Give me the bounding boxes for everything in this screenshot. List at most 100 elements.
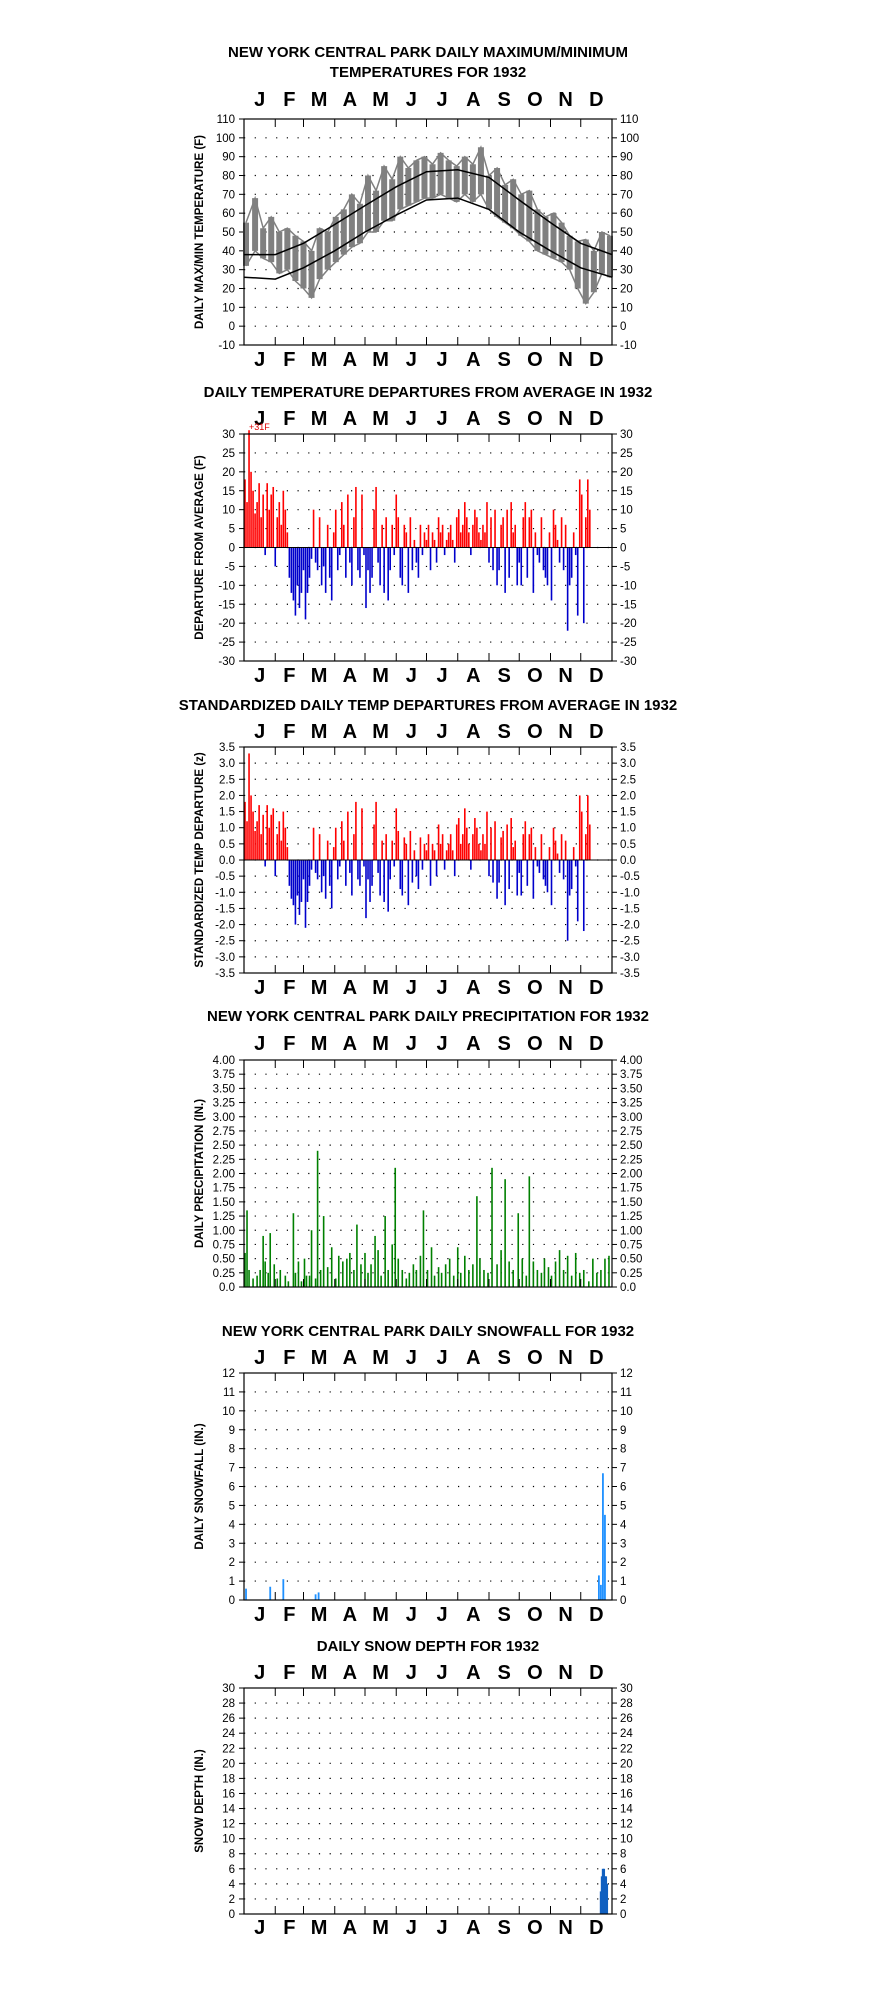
plot-frame [243,1687,613,1915]
bar [298,547,301,609]
bar [244,801,246,860]
bar [480,539,482,548]
y-tick-right: 0.75 [620,1239,642,1251]
bar [562,860,565,880]
month-label-bottom: J [254,665,265,687]
month-label-top: A [343,1347,357,1369]
y-tick-left: 12 [222,1368,235,1380]
bar [308,860,311,886]
bar [504,547,506,593]
y-tick-left: 6 [229,1864,235,1876]
month-label-bottom: F [283,977,295,999]
bar [258,805,260,860]
month-label-top: O [527,1347,543,1369]
bar [338,860,341,867]
month-label-top: S [497,1347,510,1369]
bar [346,1258,348,1287]
bar [340,502,343,548]
month-label-bottom: M [311,665,328,687]
chart-precip: NEW YORK CENTRAL PARK DAILY PRECIPITATIO… [194,1008,649,1294]
bar [264,860,266,867]
y-tick-right: -2.0 [620,920,640,932]
y-tick-left: 8 [229,1444,235,1456]
bar [574,1252,577,1287]
bar [250,795,252,860]
month-label-bottom: A [466,349,480,371]
bar [377,1250,379,1287]
y-tick-left: -25 [218,637,235,649]
bar [328,860,331,886]
bar [540,1272,543,1287]
bar [391,1244,394,1287]
y-tick-left: 3.50 [213,1083,235,1095]
bar [496,547,498,586]
bar [566,860,569,941]
bar [459,532,462,548]
y-tick-right: 28 [620,1698,633,1710]
plot-frame [243,433,613,662]
y-axis-label: DAILY SNOWFALL (IN.) [194,1423,206,1549]
bar [393,860,396,867]
bar [476,827,478,860]
y-tick-left: 0.25 [213,1268,235,1280]
month-label-bottom: A [343,349,357,371]
month-label-top: M [372,1347,389,1369]
y-tick-right: 20 [620,1758,633,1770]
y-tick-right: 16 [620,1788,633,1800]
bar [419,837,422,860]
bar [572,532,575,548]
month-label-top: M [311,89,328,111]
bar [554,524,557,548]
bar [439,532,442,548]
y-tick-left: -3.0 [215,952,235,964]
bar [500,837,502,860]
bar [317,1592,320,1600]
month-label-top: D [589,1347,603,1369]
bar [596,1272,598,1287]
bar [492,860,494,883]
bar [604,1514,606,1600]
bar [252,1278,254,1287]
bar [431,843,434,860]
bar [449,834,452,860]
month-label-top: A [466,408,480,430]
y-tick-left: 60 [222,208,235,220]
y-tick-right: 6 [620,1482,626,1494]
bar [264,1261,266,1287]
bar [522,517,525,548]
y-tick-right: 10 [620,302,633,314]
bar [292,860,295,906]
bar [380,1275,382,1287]
bar [245,1588,247,1600]
y-tick-right: 5 [620,524,626,536]
y-tick-left: 4 [229,1519,236,1531]
bar [488,547,490,563]
bar [347,811,349,860]
bar [408,1272,411,1287]
bar [474,509,476,548]
bar [310,1230,313,1287]
month-label-bottom: J [437,1604,448,1626]
month-label-top: A [343,89,357,111]
y-tick-left: 28 [222,1698,235,1710]
bar [550,1275,553,1287]
y-tick-left: 1.5 [219,807,235,819]
bar [448,1258,451,1287]
bar [353,834,355,860]
bar [597,1575,600,1600]
month-label-bottom: N [558,1604,572,1626]
month-label-bottom: A [466,1604,480,1626]
daily-min-line [245,193,611,306]
y-tick-right: -5 [620,561,630,573]
bar [324,547,327,593]
bar [589,509,591,548]
bar [580,811,583,860]
y-tick-left: -30 [218,656,235,668]
bar [282,811,285,860]
bar [528,517,531,548]
bar [286,532,289,548]
y-tick-right: -2.5 [620,936,640,948]
month-label-bottom: F [283,665,295,687]
bar [312,827,315,860]
